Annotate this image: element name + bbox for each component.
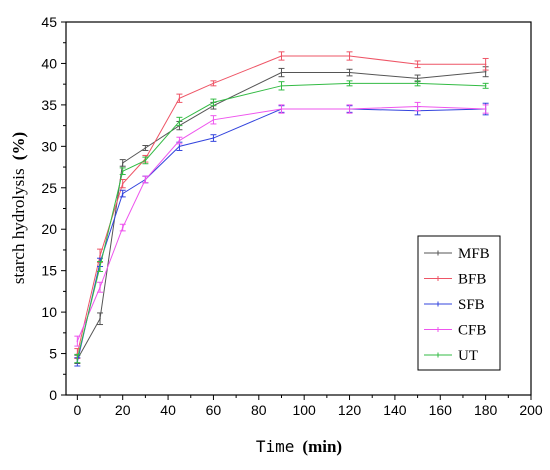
legend-item-cfb: CFB [424, 323, 486, 339]
data-point [280, 85, 283, 87]
y-axis-title: starch hydrolysis (%) [9, 132, 28, 284]
data-point [99, 286, 101, 289]
y-tick-label: 40 [41, 55, 57, 71]
data-point [484, 70, 487, 73]
y-tick-label: 10 [41, 304, 57, 320]
legend-item-bfb: BFB [424, 272, 486, 288]
data-point [416, 77, 419, 80]
y-tick-label: 30 [41, 138, 57, 154]
x-tick-label: 60 [206, 402, 222, 418]
series-line-sfb [76, 108, 486, 362]
series-layer [74, 51, 489, 367]
data-point [484, 108, 487, 110]
data-point [416, 63, 419, 66]
data-point [348, 55, 351, 57]
data-point [280, 71, 283, 74]
data-point [99, 265, 101, 268]
y-tick-label: 15 [41, 263, 57, 279]
x-tick-label: 100 [292, 402, 316, 418]
x-tick-label: 80 [251, 402, 267, 418]
data-point [416, 105, 419, 108]
data-point [484, 63, 487, 66]
data-point [144, 178, 147, 181]
x-tick-label: 20 [115, 402, 131, 418]
legend-label: BFB [458, 272, 486, 288]
y-tick-label: 5 [49, 346, 57, 362]
x-axis-title: Time (min) [256, 437, 342, 456]
x-tick-label: 40 [160, 402, 176, 418]
data-point [121, 226, 124, 229]
legend-item-ut: UT [424, 348, 478, 364]
axis-ticks: 0 20 40 60 80 100 120 140 160 180 200 0 5 10 15 20 25 30 3… [41, 14, 542, 418]
legend-label: MFB [458, 246, 490, 262]
data-point [348, 82, 351, 85]
data-point [212, 82, 215, 85]
data-point [76, 340, 79, 342]
series-line-ut [76, 82, 486, 359]
data-point [212, 101, 215, 104]
legend-box [417, 235, 501, 371]
data-point [416, 82, 419, 85]
data-point [348, 71, 351, 74]
data-point [99, 317, 101, 320]
data-point [121, 182, 124, 185]
x-tick-label: 200 [519, 402, 543, 418]
data-point [484, 85, 487, 87]
legend-item-sfb: SFB [424, 297, 485, 313]
x-tick-label: 120 [338, 402, 362, 418]
y-tick-label: 45 [41, 14, 57, 30]
data-point [212, 119, 215, 121]
y-tick-label: 35 [41, 97, 57, 113]
legend: MFB BFB SFB CFB UT [417, 235, 501, 371]
data-point [178, 145, 181, 148]
series-mfb [74, 66, 489, 365]
y-tick-label: 20 [41, 221, 57, 237]
y-tick-label: 0 [49, 387, 57, 403]
data-point [348, 108, 351, 110]
legend-label: UT [458, 348, 478, 364]
data-point [178, 97, 181, 100]
series-line-mfb [76, 71, 486, 360]
y-tick-label: 25 [41, 180, 57, 196]
legend-label: SFB [458, 297, 485, 313]
data-point [76, 357, 79, 360]
data-point [121, 170, 124, 172]
x-tick-label: 180 [474, 402, 498, 418]
data-point [121, 162, 124, 164]
x-tick-label: 0 [73, 402, 81, 418]
legend-items: MFB BFB SFB CFB UT [424, 246, 490, 364]
data-point [99, 254, 101, 257]
series-cfb [74, 101, 489, 347]
series-ut [74, 80, 489, 364]
data-point [280, 108, 283, 110]
data-point [144, 147, 147, 149]
legend-item-mfb: MFB [424, 246, 490, 262]
data-point [178, 120, 181, 123]
data-point [280, 55, 283, 57]
data-point [178, 139, 181, 142]
x-tick-label: 160 [429, 402, 453, 418]
data-point [121, 192, 124, 195]
data-point [144, 159, 147, 162]
data-point [212, 137, 215, 139]
legend-label: CFB [458, 323, 486, 339]
series-line-cfb [76, 106, 486, 342]
x-tick-label: 140 [383, 402, 407, 418]
